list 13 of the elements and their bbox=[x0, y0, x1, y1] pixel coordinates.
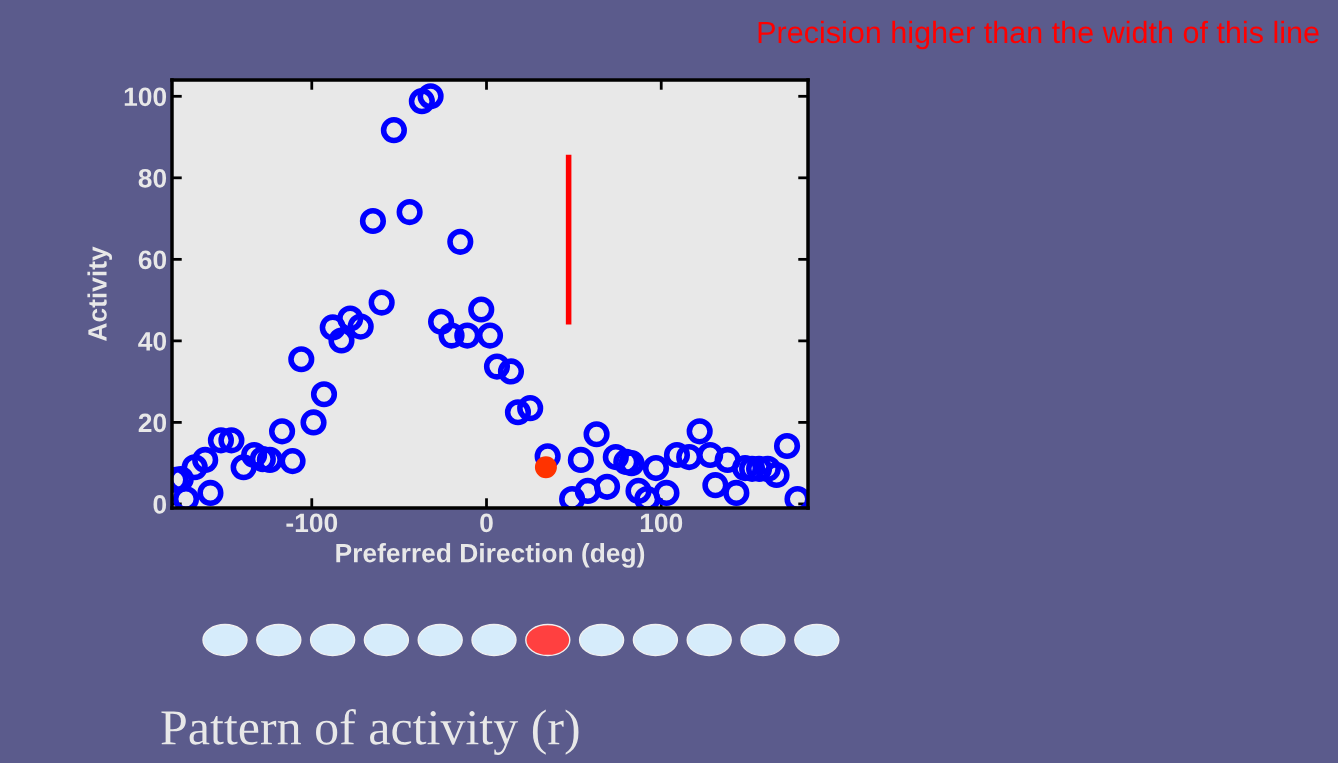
y-axis-title: Activity bbox=[87, 246, 112, 341]
y-tick-label: 80 bbox=[138, 168, 167, 188]
text: Pattern of activity (r) bbox=[161, 709, 579, 755]
y-tick-label: 60 bbox=[138, 250, 167, 270]
x-axis-title: Preferred Direction (deg) bbox=[336, 543, 645, 568]
y-tick-label: 40 bbox=[138, 332, 167, 351]
x-tick-label: 100 bbox=[640, 513, 683, 533]
y-tick-label: 0 bbox=[153, 495, 167, 514]
x-tick-label: 0 bbox=[480, 513, 493, 533]
y-tick-label: 20 bbox=[138, 413, 167, 433]
x-tick-label: -100 bbox=[286, 513, 338, 533]
text: Precision higher than the width of this line bbox=[758, 20, 1319, 50]
y-tick-label: 100 bbox=[124, 87, 167, 107]
